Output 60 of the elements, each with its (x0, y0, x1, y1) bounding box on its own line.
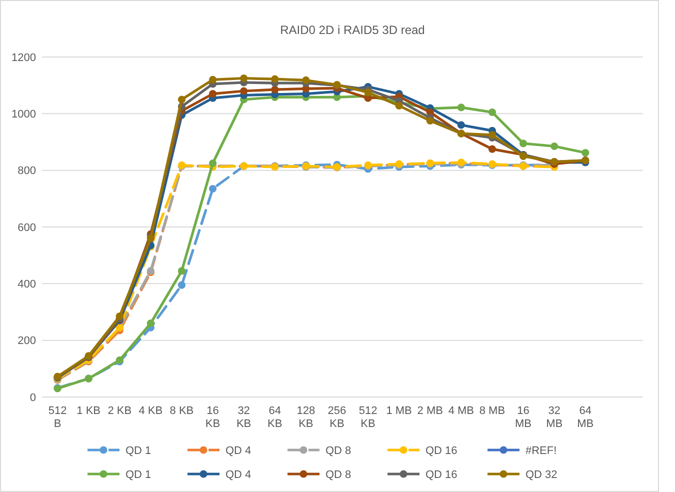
point (208, 90, 217, 98)
legend-label: QD 8 (326, 444, 352, 457)
point (208, 184, 217, 193)
x-tick-label: 64 KB (268, 405, 282, 430)
point (582, 148, 590, 157)
point (457, 121, 465, 129)
legend-label: QD 4 (226, 444, 252, 457)
point (457, 104, 465, 112)
x-tick-label: 8 MB (479, 405, 506, 417)
x-tick-label: 2 KB (108, 405, 132, 417)
y-tick-label: 1200 (12, 52, 36, 64)
point (178, 96, 186, 104)
y-tick-label: 0 (30, 392, 36, 404)
point (178, 267, 186, 275)
chart-title: RAID0 2D i RAID5 3D read (280, 23, 425, 37)
point (208, 159, 217, 168)
y-tick-label: 600 (18, 222, 36, 234)
point (395, 102, 403, 110)
legend-label: QD 4 (226, 468, 252, 481)
point (146, 320, 154, 328)
point (178, 281, 186, 289)
legend-label: QD 16 (426, 444, 458, 457)
legend-label: QD 16 (426, 468, 458, 481)
point (519, 140, 528, 148)
x-tick-label: 256 KB (328, 405, 346, 430)
legend-label: QD 1 (126, 444, 152, 457)
point (426, 116, 434, 125)
y-tick-label: 200 (18, 335, 36, 348)
x-tick-label: 1 KB (76, 405, 101, 417)
legend-label: QD 32 (526, 468, 558, 481)
x-tick-label: 32 KB (236, 405, 252, 430)
legend-label: QD 8 (326, 468, 352, 481)
x-tick-label: 64 MB (577, 405, 594, 430)
point (488, 131, 496, 139)
x-tick-label: 4 MB (448, 405, 474, 417)
x-tick-label: 16 MB (515, 405, 532, 430)
point (364, 88, 372, 96)
x-tick-label: 32 MB (546, 405, 563, 430)
x-tick-label: 8 KB (170, 405, 194, 417)
legend-label: QD 1 (126, 468, 152, 481)
x-tick-label: 1 MB (386, 405, 412, 417)
y-tick-label: 400 (18, 278, 36, 291)
y-tick-label: 800 (18, 165, 36, 178)
x-tick-label: 128 KB (296, 405, 316, 430)
point (240, 87, 248, 95)
point (208, 76, 217, 84)
x-tick-label: 16 KB (205, 405, 220, 430)
x-tick-label: 512 KB (358, 405, 378, 430)
point (302, 76, 310, 84)
x-tick-label: 2 MB (417, 405, 443, 417)
point (550, 142, 558, 150)
point (271, 75, 279, 83)
point (488, 145, 496, 153)
x-tick-label: 4 KB (138, 405, 163, 417)
point (240, 74, 248, 82)
point (271, 86, 279, 94)
x-tick-label: 512 B (48, 405, 67, 430)
point (488, 108, 496, 116)
legend-label: #REF! (526, 444, 557, 457)
y-tick-label: 1000 (12, 108, 36, 121)
